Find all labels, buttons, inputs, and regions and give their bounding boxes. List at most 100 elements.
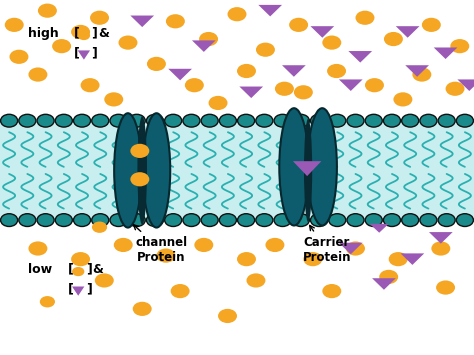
Circle shape <box>201 114 218 127</box>
Circle shape <box>38 4 57 18</box>
Circle shape <box>92 214 109 226</box>
Circle shape <box>422 18 441 32</box>
Circle shape <box>289 18 308 32</box>
Text: ]: ] <box>91 27 97 40</box>
Circle shape <box>104 92 123 106</box>
Circle shape <box>401 114 419 127</box>
Polygon shape <box>282 65 306 77</box>
Circle shape <box>81 78 100 92</box>
Circle shape <box>329 214 346 226</box>
Circle shape <box>130 144 149 158</box>
Circle shape <box>389 252 408 266</box>
Circle shape <box>73 214 91 226</box>
Circle shape <box>219 214 237 226</box>
Circle shape <box>237 64 256 78</box>
Polygon shape <box>370 224 389 233</box>
Circle shape <box>183 214 200 226</box>
Circle shape <box>322 284 341 298</box>
Circle shape <box>310 214 328 226</box>
Ellipse shape <box>137 116 147 225</box>
Circle shape <box>71 252 90 266</box>
Circle shape <box>95 273 114 288</box>
Circle shape <box>114 238 133 252</box>
Circle shape <box>194 238 213 252</box>
Circle shape <box>274 114 291 127</box>
Ellipse shape <box>279 108 309 225</box>
Circle shape <box>5 18 24 32</box>
Circle shape <box>0 214 18 226</box>
Circle shape <box>436 280 455 295</box>
Text: [: [ <box>73 27 79 40</box>
Polygon shape <box>239 87 263 98</box>
Circle shape <box>383 214 401 226</box>
Circle shape <box>383 114 401 127</box>
Circle shape <box>209 96 228 110</box>
Circle shape <box>130 172 149 186</box>
Circle shape <box>310 114 328 127</box>
Circle shape <box>365 214 382 226</box>
Circle shape <box>420 214 437 226</box>
Circle shape <box>201 214 218 226</box>
Circle shape <box>274 214 291 226</box>
Circle shape <box>28 241 47 256</box>
Circle shape <box>55 214 73 226</box>
Polygon shape <box>310 26 334 38</box>
Circle shape <box>183 114 200 127</box>
Text: low: low <box>28 263 53 276</box>
Polygon shape <box>130 16 154 27</box>
Circle shape <box>110 114 127 127</box>
Text: [: [ <box>68 263 73 276</box>
Circle shape <box>37 214 54 226</box>
Text: high: high <box>28 27 59 40</box>
Circle shape <box>294 85 313 99</box>
Circle shape <box>185 78 204 92</box>
Circle shape <box>146 214 164 226</box>
Polygon shape <box>434 48 457 59</box>
Circle shape <box>164 114 182 127</box>
Circle shape <box>246 273 265 288</box>
Circle shape <box>237 252 256 266</box>
Polygon shape <box>396 26 419 38</box>
Circle shape <box>133 302 152 316</box>
Ellipse shape <box>308 108 337 225</box>
Polygon shape <box>78 50 90 60</box>
Circle shape <box>237 114 255 127</box>
Circle shape <box>237 214 255 226</box>
Circle shape <box>275 82 294 96</box>
Circle shape <box>72 267 84 276</box>
Polygon shape <box>192 40 216 52</box>
Circle shape <box>55 114 73 127</box>
Text: ]: ] <box>86 282 91 295</box>
Ellipse shape <box>143 113 170 228</box>
Circle shape <box>166 14 185 28</box>
Circle shape <box>146 114 164 127</box>
Circle shape <box>256 43 275 57</box>
Circle shape <box>446 82 465 96</box>
Text: Carrier
Protein: Carrier Protein <box>303 225 351 264</box>
Polygon shape <box>258 5 282 16</box>
Circle shape <box>256 114 273 127</box>
Circle shape <box>9 50 28 64</box>
Polygon shape <box>372 278 396 290</box>
Circle shape <box>218 309 237 323</box>
Text: channel
Protein: channel Protein <box>134 225 187 264</box>
Circle shape <box>52 39 71 53</box>
Circle shape <box>401 214 419 226</box>
Circle shape <box>356 11 374 25</box>
Circle shape <box>92 114 109 127</box>
Circle shape <box>393 92 412 106</box>
Circle shape <box>118 36 137 50</box>
Text: ]: ] <box>91 46 97 59</box>
Circle shape <box>412 67 431 82</box>
Polygon shape <box>339 80 363 91</box>
Circle shape <box>128 214 145 226</box>
Circle shape <box>379 270 398 284</box>
Circle shape <box>265 238 284 252</box>
Circle shape <box>384 32 403 46</box>
Circle shape <box>256 214 273 226</box>
Text: ]: ] <box>86 263 91 276</box>
Polygon shape <box>401 253 424 265</box>
Circle shape <box>156 248 175 263</box>
Circle shape <box>438 214 455 226</box>
Circle shape <box>147 57 166 71</box>
